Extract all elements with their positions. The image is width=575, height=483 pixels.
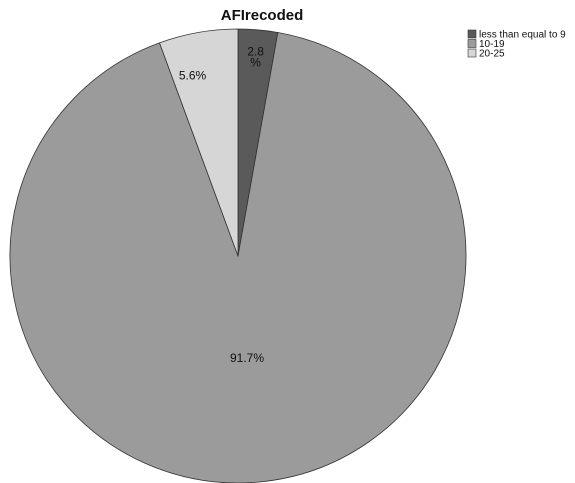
pie-slices (9, 28, 467, 483)
pie-slice-labels: 2.8 % 91.7% 5.6% (179, 45, 264, 365)
slice-label-1: 2.8% (247, 45, 264, 70)
slice-label-3: 5.6% (179, 68, 207, 82)
chart-title: AFIrecoded (221, 7, 304, 24)
pie-slice-3 (158, 28, 239, 257)
legend-label-3: 20-25 (479, 49, 505, 60)
pie-slice-2 (9, 32, 467, 483)
legend-swatch-3 (467, 48, 477, 58)
legend-swatch-1 (467, 29, 477, 39)
legend-swatch-2 (467, 39, 477, 48)
legend-label-1: less than equal to 9 (479, 30, 566, 41)
legend-label-2: 10-19 (479, 39, 505, 50)
slice-label-2: 91.7% (230, 351, 264, 365)
